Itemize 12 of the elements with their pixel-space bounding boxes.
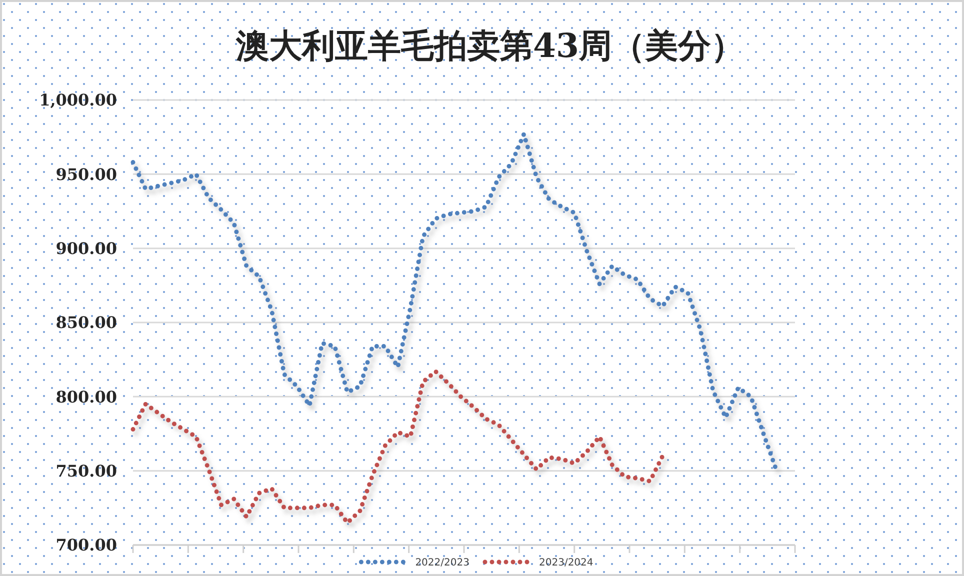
y-tick-label: 900.00: [56, 238, 117, 258]
y-tick-label: 850.00: [56, 313, 117, 332]
y-tick-label: 950.00: [56, 164, 117, 184]
line-series: [130, 369, 665, 525]
line-series: [130, 132, 778, 472]
legend-label: 2022/2023: [415, 558, 470, 568]
y-tick-label: 1,000.00: [39, 90, 117, 110]
legend-label: 2023/2024: [539, 558, 594, 568]
y-tick-label: 700.00: [56, 536, 117, 555]
y-tick-label: 750.00: [56, 461, 117, 480]
y-tick-label: 800.00: [56, 387, 117, 406]
chart-title: 澳大利亚羊毛拍卖第43周（美分）: [235, 26, 744, 65]
